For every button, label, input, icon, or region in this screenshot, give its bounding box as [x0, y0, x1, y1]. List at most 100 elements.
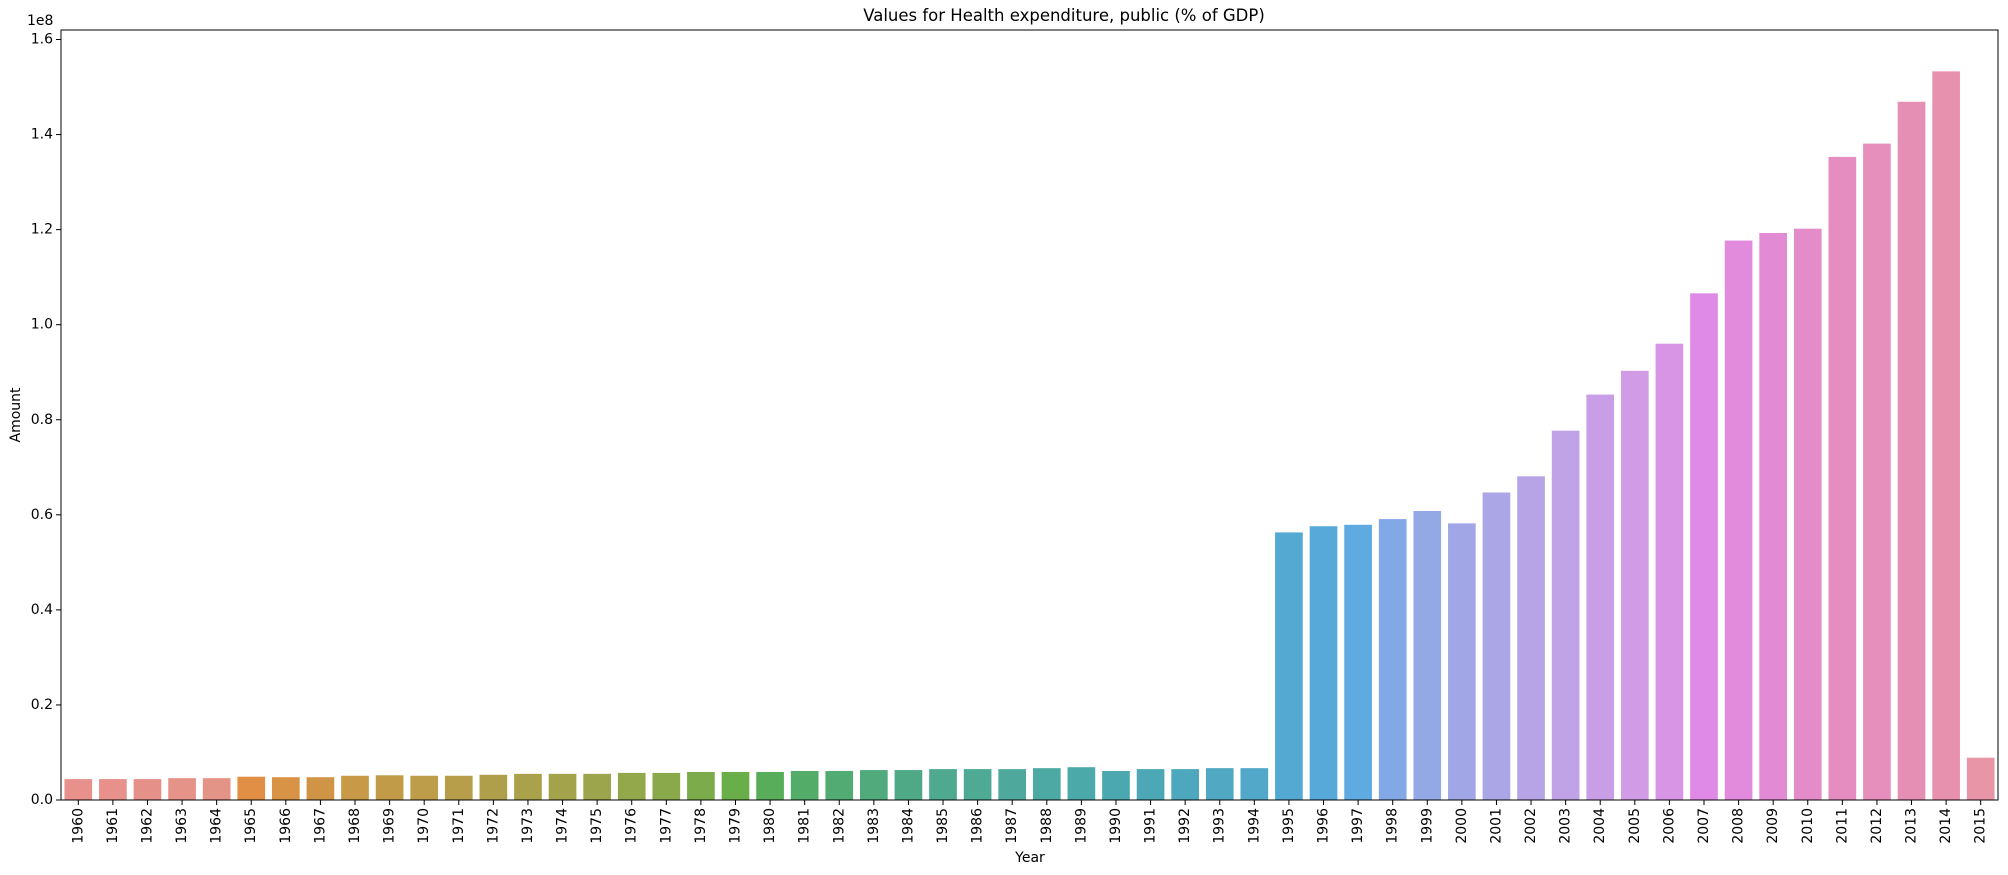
x-tick-label: 1994 [1246, 808, 1262, 844]
y-tick-label: 1.2 [31, 222, 53, 238]
bar-2000 [1448, 523, 1476, 800]
bar-2010 [1793, 228, 1822, 800]
bar-1977 [652, 772, 681, 800]
bar-1994 [1240, 768, 1269, 800]
x-tick-label: 2005 [1627, 808, 1643, 844]
x-tick-label: 1998 [1385, 808, 1401, 844]
x-tick-label: 1965 [243, 808, 259, 844]
bar-2009 [1759, 232, 1787, 800]
x-tick-label: 1988 [1039, 808, 1055, 844]
x-tick-label: 2010 [1800, 808, 1816, 844]
bar-1987 [998, 769, 1027, 800]
x-tick-label: 1999 [1419, 808, 1435, 844]
x-tick-label: 1995 [1281, 808, 1297, 844]
bar-1969 [375, 775, 404, 800]
bar-1997 [1344, 524, 1372, 800]
x-tick-label: 1971 [451, 808, 467, 844]
bar-1971 [444, 775, 473, 800]
y-tick-label: 1.4 [31, 127, 53, 143]
x-tick-label: 1990 [1108, 808, 1124, 844]
bar-1991 [1136, 769, 1165, 800]
x-tick-label: 1981 [797, 808, 813, 844]
x-tick-label: 2012 [1869, 808, 1885, 844]
x-tick-label: 2015 [1973, 808, 1989, 844]
x-tick-label: 2004 [1592, 808, 1608, 844]
x-tick-label: 2011 [1834, 808, 1850, 844]
bar-1979 [721, 771, 750, 800]
bars-group [64, 71, 1995, 801]
bar-1988 [1032, 768, 1061, 800]
x-tick-label: 1975 [589, 808, 605, 844]
y-tick-label: 1.6 [31, 32, 53, 48]
x-tick-label: 2008 [1731, 808, 1747, 844]
x-tick-label: 1966 [278, 808, 294, 844]
y-tick-label: 0.0 [31, 792, 53, 808]
x-tick-label: 1961 [105, 808, 121, 844]
bar-2003 [1551, 430, 1580, 800]
bar-1975 [583, 773, 611, 800]
bar-2014 [1932, 71, 1960, 801]
bar-2005 [1620, 370, 1649, 800]
bar-2011 [1828, 156, 1857, 800]
x-tick-label: 1963 [174, 808, 190, 844]
bar-1981 [790, 771, 819, 800]
x-axis-label: Year [1014, 850, 1045, 866]
bar-1967 [306, 777, 335, 800]
y-axis-label: Amount [8, 387, 24, 443]
bar-1993 [1205, 768, 1234, 800]
y-ticks-group: 0.0 0.2 0.4 0.6 0.8 1.0 1.2 1.4 1.6 [31, 32, 61, 808]
bar-1963 [168, 778, 196, 800]
bar-1985 [929, 769, 957, 800]
bar-1974 [548, 773, 577, 800]
x-tick-label: 1993 [1212, 808, 1228, 844]
x-tick-label: 2007 [1696, 808, 1712, 844]
bar-1964 [202, 778, 231, 800]
bar-1992 [1171, 769, 1199, 800]
x-tick-label: 1991 [1143, 808, 1159, 844]
x-tick-label: 1964 [209, 808, 225, 844]
y-tick-label: 0.6 [31, 507, 53, 523]
bar-1995 [1275, 532, 1303, 800]
x-tick-label: 1980 [762, 808, 778, 844]
bar-2006 [1655, 343, 1684, 800]
bar-1972 [479, 774, 508, 800]
x-tick-label: 1974 [555, 808, 571, 844]
x-tick-label: 2000 [1454, 808, 1470, 844]
x-tick-label: 2006 [1661, 808, 1677, 844]
x-tick-label: 1977 [658, 808, 674, 844]
bar-1965 [237, 776, 266, 800]
x-tick-label: 1983 [866, 808, 882, 844]
x-tick-label: 1967 [312, 808, 328, 844]
y-tick-label: 0.8 [31, 412, 53, 428]
bar-2015 [1966, 757, 1995, 800]
x-tick-label: 1979 [727, 808, 743, 844]
y-tick-label: 0.2 [31, 697, 53, 713]
y-tick-label: 1.0 [31, 317, 53, 333]
bar-1960 [64, 779, 93, 800]
x-tick-label: 1985 [935, 808, 951, 844]
bar-2007 [1690, 293, 1718, 800]
bar-1978 [687, 771, 715, 800]
x-tick-label: 2001 [1488, 808, 1504, 844]
x-tick-label: 1982 [831, 808, 847, 844]
y-tick-label: 0.4 [31, 602, 53, 618]
x-tick-label: 1962 [139, 808, 155, 844]
bar-1970 [410, 775, 439, 800]
bar-1990 [1102, 771, 1130, 800]
x-tick-label: 1960 [70, 808, 86, 844]
x-ticks-group: 1960 1961 1962 1963 1964 1965 1966 1967 1968 1969… [70, 800, 1989, 844]
bar-1968 [341, 775, 369, 800]
x-tick-label: 1984 [900, 808, 916, 844]
x-tick-label: 1976 [624, 808, 640, 844]
x-tick-label: 1972 [485, 808, 501, 844]
bar-2001 [1482, 492, 1511, 800]
x-tick-label: 1978 [693, 808, 709, 844]
x-tick-label: 1969 [382, 808, 398, 844]
x-tick-label: 1987 [1004, 808, 1020, 844]
bar-2004 [1586, 394, 1615, 800]
bar-2008 [1724, 240, 1753, 800]
bar-1976 [617, 772, 646, 800]
x-tick-label: 2002 [1523, 808, 1539, 844]
x-tick-label: 1973 [520, 808, 536, 844]
bar-1983 [860, 770, 888, 800]
